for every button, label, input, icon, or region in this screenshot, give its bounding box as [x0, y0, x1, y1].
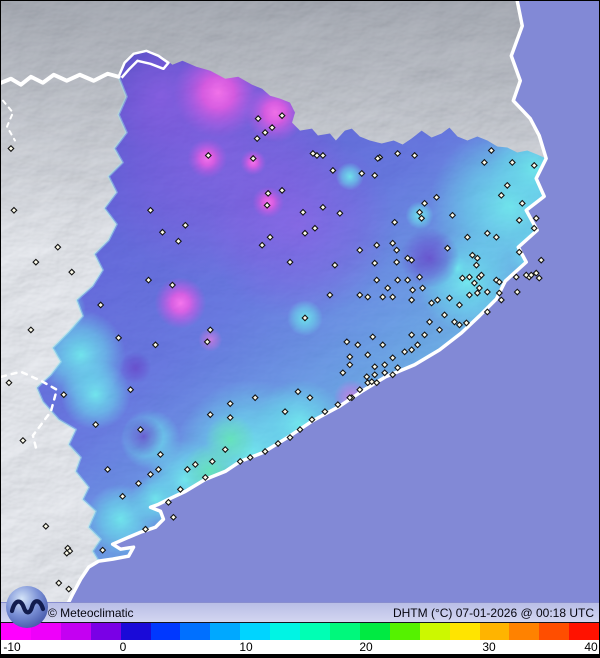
val-daran-border [117, 49, 170, 79]
aragon-border-dashed [1, 370, 59, 453]
colorbar-tick-label: 10 [239, 640, 253, 654]
logo-wave-icon [9, 599, 46, 615]
map-canvas [1, 1, 599, 604]
colorbar [1, 622, 599, 640]
bottom-border [1, 654, 599, 657]
colorbar-ticks: -10 0 10 20 30 40 [1, 640, 599, 654]
station-markers [5, 112, 545, 593]
weather-map [1, 1, 599, 604]
colorbar-tick-label: 20 [359, 640, 373, 654]
map-title: DHTM (°C) 07-01-2026 @ 00:18 UTC [392, 605, 594, 620]
colorbar-tick-label: -10 [3, 640, 21, 654]
sea [68, 1, 599, 602]
credit-text: © Meteoclimatic [48, 605, 134, 620]
border-dashed-nw [1, 99, 16, 142]
colorbar-tick-label: 30 [482, 640, 496, 654]
status-bar: © Meteoclimatic DHTM (°C) 07-01-2026 @ 0… [1, 602, 599, 622]
colorbar-tick-label: 0 [119, 640, 127, 654]
colorbar-tick-label: 40 [584, 640, 598, 654]
france-border [1, 71, 121, 87]
meteoclimatic-logo [6, 586, 48, 628]
logo-sphere [6, 586, 48, 628]
